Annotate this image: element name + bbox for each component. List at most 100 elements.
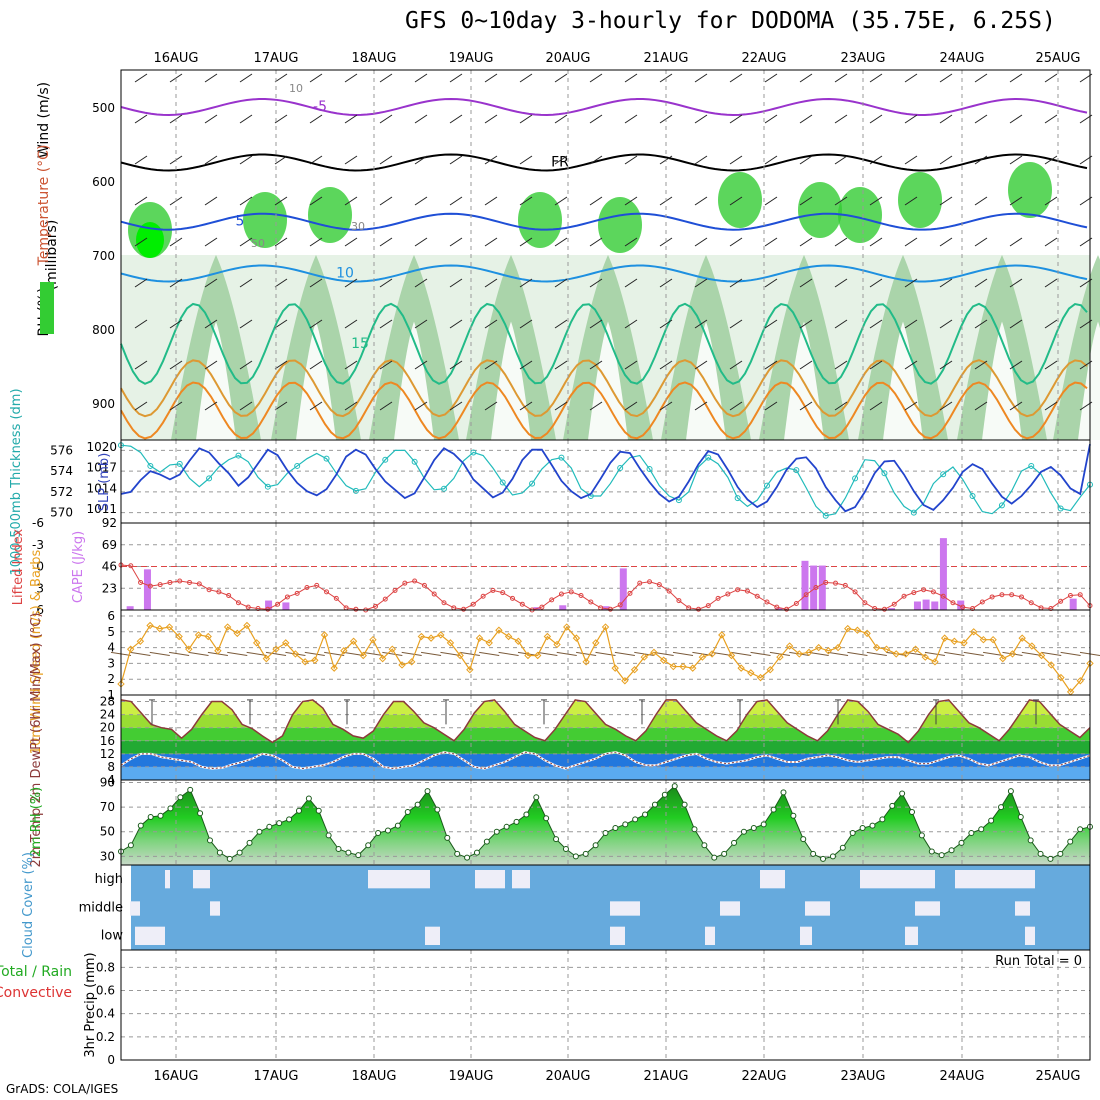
wind-barb	[834, 237, 848, 247]
thickness-point	[147, 462, 154, 469]
wind-barb	[729, 196, 743, 206]
wind-barb	[519, 401, 533, 411]
rh-point	[978, 826, 985, 833]
lifted-index-point	[255, 606, 261, 612]
thickness-axis-label: 1000-500mb Thickness (dm)	[9, 388, 24, 575]
wind-barb	[589, 278, 603, 288]
wind-barb	[309, 114, 323, 124]
wind-speed-point	[504, 632, 513, 641]
rh-point	[1047, 855, 1054, 862]
rh-point	[256, 828, 263, 835]
wind-barb	[134, 237, 148, 247]
cape-bar	[126, 606, 134, 610]
slp-tick-1014: 1014	[86, 481, 117, 495]
wind-barb-10m	[130, 651, 151, 656]
cloud-axis-label: Cloud Cover (%)	[21, 852, 36, 958]
lifted-index-point	[588, 599, 594, 605]
wind-barb	[589, 401, 603, 411]
rh-point	[1067, 838, 1074, 845]
thickness-line	[120, 444, 1091, 517]
wind-barb	[694, 278, 708, 288]
thickness-point	[264, 483, 271, 490]
wind-barb	[799, 360, 813, 370]
rh-point	[780, 789, 787, 796]
rh-point	[622, 821, 629, 828]
wind-tick-3: 3	[107, 656, 115, 670]
wind-barb	[974, 278, 988, 288]
precip-legend-convective: Convective	[0, 985, 72, 1001]
wind-speed-point	[1008, 650, 1017, 658]
wind-barb	[519, 278, 533, 288]
wind-speed-point	[601, 623, 610, 631]
bottom-day-label-24AUG: 24AUG	[939, 1069, 984, 1084]
wind-barb	[764, 237, 778, 247]
rh-point	[464, 854, 471, 861]
wind-barb	[1009, 319, 1023, 329]
lifted-index-point	[1018, 594, 1024, 600]
wind-speed-point	[156, 624, 164, 633]
wind-barb	[974, 360, 988, 370]
wind-barb	[239, 237, 253, 247]
lifted-index-point	[382, 596, 388, 602]
wind-barb	[974, 401, 988, 411]
wind-barb	[449, 360, 463, 370]
wind-barb	[1009, 360, 1023, 370]
wind-speed-point	[340, 647, 348, 655]
rh-point	[197, 810, 204, 817]
temp-tick-28: 28	[100, 695, 115, 709]
rh-blob-2	[308, 187, 352, 243]
rh-point	[691, 826, 698, 833]
temp-contour-label-15: 15	[351, 336, 369, 352]
lifted-index-point	[1009, 592, 1015, 598]
wind-barb	[869, 114, 883, 124]
wind-barb	[834, 114, 848, 124]
wind-barb	[799, 73, 813, 83]
lifted-index-point	[519, 601, 525, 607]
wind-barb-10m	[304, 651, 325, 656]
rh-point	[335, 845, 342, 852]
temp-contour-label-5: 5	[236, 214, 245, 230]
lifted-index-point	[372, 603, 378, 609]
wind-barb	[414, 401, 428, 411]
temp-contour-label--5: -5	[313, 99, 327, 115]
wind-barb-10m	[672, 651, 694, 656]
wind-speed-point	[737, 664, 745, 672]
wind-barb	[449, 401, 463, 411]
wind-speed-line	[120, 624, 1091, 693]
wind-barb	[974, 114, 988, 124]
thickness-point	[558, 454, 565, 461]
lifted-index-point	[676, 598, 682, 604]
wind-barb	[204, 114, 218, 124]
wind-speed-point	[543, 632, 552, 641]
slp-tick-1017: 1017	[86, 461, 117, 475]
wind-speed-point	[136, 637, 145, 645]
wind-barb	[764, 155, 778, 165]
wind-speed-point	[514, 637, 522, 645]
rh-tick-50: 50	[100, 825, 115, 839]
wind-speed-point	[708, 650, 716, 658]
lifted-index-point	[754, 593, 760, 599]
wind-barb	[1009, 155, 1023, 165]
high-cloud-patch-4	[512, 870, 530, 889]
wind-speed-point	[369, 635, 377, 644]
wind-speed-point	[592, 639, 600, 647]
wind-barb	[869, 73, 883, 83]
rh-point	[701, 842, 708, 849]
wind-speed-point	[563, 623, 571, 631]
wind-barb	[904, 360, 918, 370]
wind-barb	[169, 278, 183, 288]
wind-speed-point	[378, 654, 387, 663]
rh-label-30: 30	[351, 220, 365, 233]
wind-barb	[204, 319, 218, 329]
wind-barb	[484, 196, 498, 206]
lifted-index-point	[666, 588, 672, 594]
rh-point	[938, 852, 945, 859]
wind-speed-point	[301, 658, 309, 666]
wind-barb	[204, 196, 218, 206]
rh-point	[721, 850, 728, 857]
temp-contour-FR	[120, 153, 1088, 172]
rh-point	[365, 842, 372, 849]
wind-speed-point	[320, 631, 329, 639]
bottom-day-label-23AUG: 23AUG	[840, 1069, 885, 1084]
rh-point	[899, 790, 906, 797]
